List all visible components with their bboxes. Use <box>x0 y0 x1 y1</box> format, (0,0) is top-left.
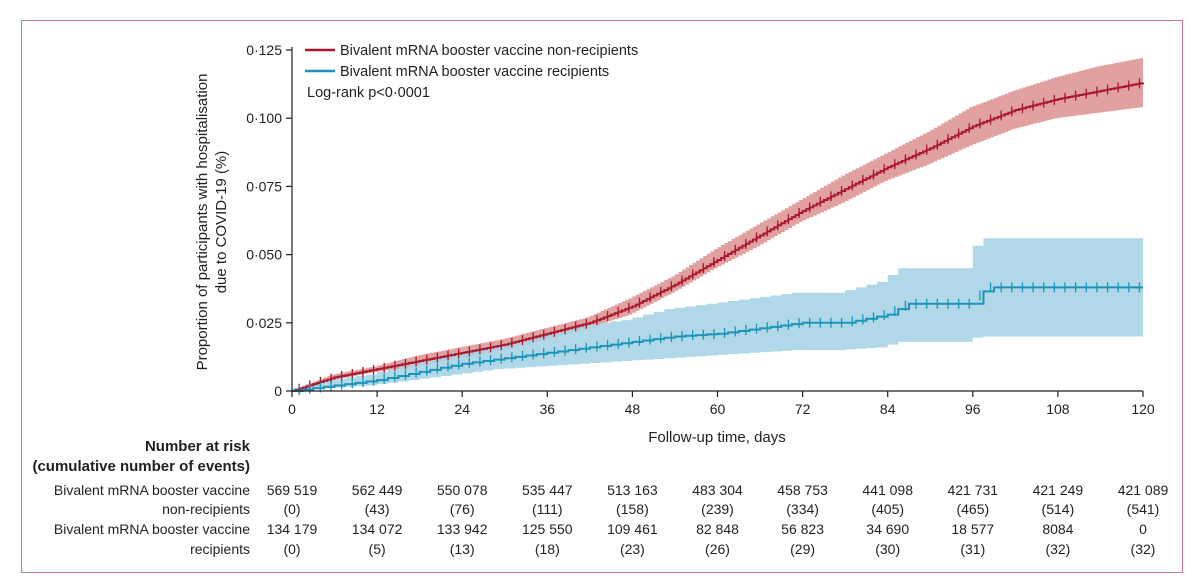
at-risk-recipients: 109 461 <box>607 521 658 537</box>
events-recipients: (13) <box>450 541 475 557</box>
events-recipients: (0) <box>283 541 300 557</box>
risk-group-recipients-label-2: recipients <box>190 541 250 557</box>
events-recipients: (23) <box>620 541 645 557</box>
risk-group-non-recipients-label-2: non-recipients <box>162 501 250 517</box>
events-recipients: (31) <box>960 541 985 557</box>
axes: 0 0·025 0·050 0·075 0·100 0·125 0 12 24 36 48 60 72 8… <box>246 42 1155 417</box>
at-risk-non-recipients: 483 304 <box>692 482 743 498</box>
events-non-recipients: (465) <box>956 501 989 517</box>
events-non-recipients: (541) <box>1127 501 1160 517</box>
at-risk-non-recipients: 421 731 <box>947 482 998 498</box>
ci-band-non-recipients <box>292 58 1143 392</box>
x-axis-title: Follow-up time, days <box>648 429 786 446</box>
x-tick-label: 36 <box>540 401 556 417</box>
at-risk-recipients: 0 <box>1139 521 1147 537</box>
legend-label-non-recipients: Bivalent mRNA booster vaccine non-recipi… <box>340 43 638 59</box>
y-tick-label: 0·025 <box>246 315 282 331</box>
x-tick-label: 0 <box>288 401 296 417</box>
events-recipients: (29) <box>790 541 815 557</box>
at-risk-recipients: 134 179 <box>267 521 318 537</box>
risk-table-values: 569 519 (0) 562 449 (43) 550 078 (76) 535 447 (… <box>267 482 1169 557</box>
events-recipients: (18) <box>535 541 560 557</box>
confidence-bands <box>292 58 1143 392</box>
ci-band-recipients <box>292 238 1143 391</box>
x-tick-label: 108 <box>1046 401 1070 417</box>
censor-marks-recipients <box>298 282 1141 396</box>
risk-group-recipients-label-1: Bivalent mRNA booster vaccine <box>54 521 250 537</box>
events-non-recipients: (405) <box>871 501 904 517</box>
x-tick-label: 12 <box>369 401 385 417</box>
figure-frame <box>21 20 1183 573</box>
events-recipients: (5) <box>369 541 386 557</box>
at-risk-non-recipients: 441 098 <box>862 482 913 498</box>
events-non-recipients: (0) <box>283 501 300 517</box>
at-risk-recipients: 134 072 <box>352 521 403 537</box>
events-recipients: (26) <box>705 541 730 557</box>
events-non-recipients: (111) <box>532 501 563 517</box>
y-axis-title-line1: Proportion of participants with hospital… <box>194 74 211 371</box>
legend-label-recipients: Bivalent mRNA booster vaccine recipients <box>340 64 609 80</box>
at-risk-non-recipients: 458 753 <box>777 482 828 498</box>
at-risk-recipients: 133 942 <box>437 521 488 537</box>
events-non-recipients: (76) <box>450 501 475 517</box>
x-tick-label: 96 <box>965 401 981 417</box>
at-risk-non-recipients: 550 078 <box>437 482 488 498</box>
events-recipients: (30) <box>875 541 900 557</box>
at-risk-recipients: 125 550 <box>522 521 573 537</box>
events-non-recipients: (158) <box>616 501 649 517</box>
events-non-recipients: (334) <box>786 501 819 517</box>
events-non-recipients: (239) <box>701 501 734 517</box>
events-recipients: (32) <box>1045 541 1070 557</box>
at-risk-non-recipients: 562 449 <box>352 482 403 498</box>
events-recipients: (32) <box>1131 541 1156 557</box>
x-tick-label: 120 <box>1131 401 1155 417</box>
x-tick-label: 24 <box>454 401 470 417</box>
risk-group-non-recipients-label-1: Bivalent mRNA booster vaccine <box>54 482 250 498</box>
at-risk-non-recipients: 513 163 <box>607 482 658 498</box>
y-tick-label: 0 <box>274 383 282 399</box>
events-non-recipients: (514) <box>1042 501 1075 517</box>
y-tick-label: 0·100 <box>246 110 282 126</box>
y-axis-title-line2: due to COVID-19 (%) <box>213 151 230 294</box>
legend: Bivalent mRNA booster vaccine non-recipi… <box>305 43 638 101</box>
x-tick-label: 72 <box>795 401 811 417</box>
at-risk-non-recipients: 569 519 <box>267 482 318 498</box>
log-rank-annotation: Log-rank p<0·0001 <box>307 85 430 101</box>
at-risk-recipients: 18 577 <box>951 521 994 537</box>
at-risk-non-recipients: 421 089 <box>1118 482 1169 498</box>
at-risk-recipients: 56 823 <box>781 521 824 537</box>
at-risk-recipients: 82 848 <box>696 521 739 537</box>
y-tick-label: 0·075 <box>246 178 282 194</box>
at-risk-recipients: 34 690 <box>866 521 909 537</box>
censor-marks <box>298 78 1141 396</box>
y-tick-label: 0·050 <box>246 247 282 263</box>
x-tick-label: 48 <box>625 401 641 417</box>
risk-table: Number at risk (cumulative number of eve… <box>32 438 1168 557</box>
x-tick-label: 84 <box>880 401 896 417</box>
at-risk-non-recipients: 421 249 <box>1033 482 1084 498</box>
at-risk-recipients: 8084 <box>1042 521 1073 537</box>
at-risk-non-recipients: 535 447 <box>522 482 573 498</box>
risk-table-heading: Number at risk <box>145 438 251 455</box>
events-non-recipients: (43) <box>365 501 390 517</box>
risk-table-subheading: (cumulative number of events) <box>32 458 250 475</box>
y-tick-label: 0·125 <box>246 42 282 58</box>
x-tick-label: 60 <box>710 401 726 417</box>
